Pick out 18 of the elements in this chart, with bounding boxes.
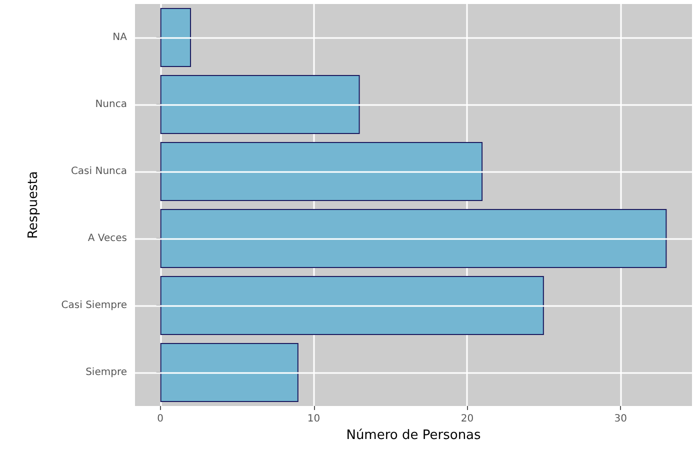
y-tick-label: NA (112, 32, 128, 43)
y-tick-label: A Veces (88, 233, 127, 244)
x-tick-label: 30 (614, 414, 628, 424)
x-tick-label: 0 (157, 414, 164, 424)
y-tick-label: Casi Siempre (61, 300, 127, 311)
y-tick-label: Nunca (95, 99, 127, 110)
x-axis-title: Número de Personas (346, 428, 482, 443)
bar (160, 276, 544, 335)
y-tick-label: Siempre (86, 367, 127, 378)
bar (160, 75, 360, 134)
bar (160, 209, 667, 268)
bar (160, 142, 483, 201)
bar (160, 343, 298, 402)
y-tick-label: Casi Nunca (70, 166, 127, 177)
x-tick-label: 20 (460, 414, 474, 424)
bar (160, 8, 192, 67)
x-tick-label: 10 (307, 414, 320, 424)
y-axis-title: Respuesta (26, 171, 41, 239)
